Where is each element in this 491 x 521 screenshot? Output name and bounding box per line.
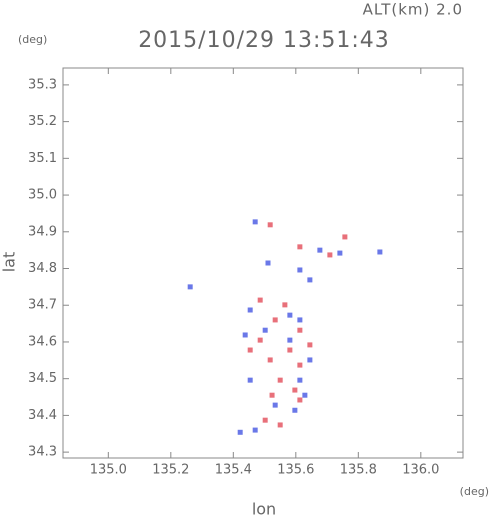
radar-echo bbox=[262, 417, 268, 423]
radar-echo bbox=[307, 277, 313, 283]
radar-echo bbox=[297, 244, 303, 250]
y-tick-label: 35.1 bbox=[28, 151, 57, 166]
radar-echo bbox=[307, 357, 313, 363]
radar-echo bbox=[342, 234, 348, 240]
radar-echo bbox=[302, 392, 308, 398]
y-tick-label: 35.0 bbox=[28, 188, 57, 203]
y-tick-label: 34.8 bbox=[28, 261, 57, 276]
radar-echo bbox=[287, 337, 293, 343]
radar-echo bbox=[297, 377, 303, 383]
radar-echo bbox=[327, 252, 333, 258]
radar-echo bbox=[272, 402, 278, 408]
x-tick-label: 135.4 bbox=[215, 463, 252, 478]
y-axis-label: lat bbox=[0, 252, 19, 273]
radar-echo bbox=[247, 377, 253, 383]
radar-echo bbox=[242, 332, 248, 338]
radar-echo bbox=[187, 284, 193, 290]
y-tick-label: 34.3 bbox=[28, 445, 57, 460]
x-unit: (deg) bbox=[460, 485, 489, 498]
radar-echo bbox=[265, 260, 271, 266]
y-tick-label: 34.9 bbox=[28, 224, 57, 239]
radar-echo bbox=[247, 307, 253, 313]
y-tick-label: 34.7 bbox=[28, 298, 57, 313]
radar-echo bbox=[307, 342, 313, 348]
y-tick-label: 34.6 bbox=[28, 334, 57, 349]
radar-echo bbox=[262, 327, 268, 333]
radar-echo bbox=[277, 377, 283, 383]
radar-echo bbox=[297, 397, 303, 403]
radar-echo bbox=[247, 347, 253, 353]
radar-echo bbox=[337, 250, 343, 256]
x-tick-label: 135.0 bbox=[90, 463, 127, 478]
y-tick-label: 35.3 bbox=[28, 77, 57, 92]
radar-echo bbox=[297, 327, 303, 333]
x-tick-label: 135.8 bbox=[340, 463, 377, 478]
x-tick-label: 135.2 bbox=[152, 463, 189, 478]
radar-echo bbox=[297, 317, 303, 323]
radar-echo bbox=[267, 357, 273, 363]
altitude-label: ALT(km) 2.0 bbox=[363, 1, 463, 19]
radar-echo bbox=[377, 249, 383, 255]
radar-echo bbox=[252, 427, 258, 433]
radar-echo bbox=[297, 362, 303, 368]
x-axis-label: lon bbox=[252, 500, 276, 519]
radar-echo bbox=[257, 337, 263, 343]
radar-echo bbox=[282, 302, 288, 308]
radar-echo bbox=[292, 407, 298, 413]
x-tick-label: 136.0 bbox=[402, 463, 439, 478]
plot-frame bbox=[62, 67, 464, 459]
radar-echo bbox=[292, 387, 298, 393]
chart-title: 2015/10/29 13:51:43 bbox=[138, 28, 390, 53]
radar-echo bbox=[272, 317, 278, 323]
radar-echo bbox=[287, 347, 293, 353]
radar-echo bbox=[237, 429, 243, 435]
radar-echo bbox=[267, 222, 273, 228]
radar-echo bbox=[277, 422, 283, 428]
radar-echo bbox=[317, 247, 323, 253]
radar-echo bbox=[269, 392, 275, 398]
y-tick-label: 34.4 bbox=[28, 408, 57, 423]
radar-echo bbox=[297, 267, 303, 273]
y-tick-label: 35.2 bbox=[28, 114, 57, 129]
radar-echo bbox=[287, 312, 293, 318]
radar-echo bbox=[252, 219, 258, 225]
y-unit: (deg) bbox=[18, 33, 47, 46]
radar-echo bbox=[257, 297, 263, 303]
y-tick-label: 34.5 bbox=[28, 371, 57, 386]
x-tick-label: 135.6 bbox=[277, 463, 314, 478]
